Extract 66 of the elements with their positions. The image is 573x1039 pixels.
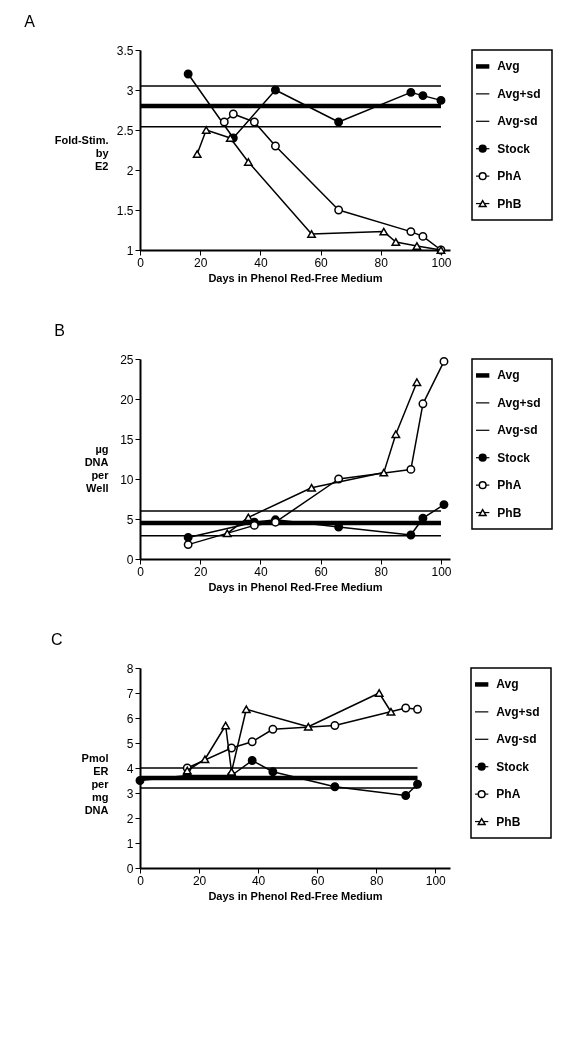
x-tick-label: 60	[314, 255, 329, 270]
legend-label: Avg	[496, 677, 519, 692]
x-tick-label: 40	[254, 255, 268, 270]
legend-label: PhB	[496, 814, 521, 829]
y-tick-label: 25	[120, 352, 134, 367]
y-tick-label: 5	[126, 512, 134, 527]
legend-label: PhA	[497, 478, 522, 493]
x-tick-label: 0	[137, 873, 145, 888]
y-tick-label: 3.5	[116, 43, 134, 58]
x-tick-label: 40	[254, 564, 268, 579]
y-tick-label: 7	[126, 686, 134, 701]
legend-label: Stock	[497, 141, 531, 156]
x-tick-label: 60	[314, 564, 329, 579]
x-tick-label: 80	[370, 873, 384, 888]
y-tick-label: 0	[126, 861, 134, 876]
legend-label: Stock	[497, 450, 531, 465]
x-tick-label: 80	[374, 564, 389, 579]
y-axis-title: µg DNA per Well	[84, 442, 110, 494]
x-tick-label: 40	[251, 873, 266, 888]
x-axis-title: Days in Phenol Red-Free Medium	[208, 580, 383, 593]
legend-label: PhB	[497, 505, 522, 520]
y-tick-label: 6	[126, 711, 134, 726]
chart-title: B	[54, 322, 65, 339]
x-tick-label: 20	[192, 873, 207, 888]
x-axis-title: Days in Phenol Red-Free Medium	[208, 271, 383, 284]
x-tick-label: 0	[137, 564, 145, 579]
legend-label: Avg	[497, 368, 520, 383]
legend-label: PhB	[497, 196, 522, 211]
y-axis-title: Fold-Stim. by E2	[54, 133, 110, 172]
x-tick-label: 80	[374, 255, 389, 270]
x-tick-label: 60	[310, 873, 325, 888]
legend-label: Avg+sd	[497, 395, 541, 410]
chart-title: A	[24, 13, 36, 30]
y-tick-label: 3	[126, 83, 134, 98]
legend-label: PhA	[496, 787, 521, 802]
legend-label: Stock	[496, 759, 530, 774]
legend-label: Avg+sd	[496, 704, 540, 719]
x-tick-label: 20	[194, 564, 208, 579]
x-axis-title: Days in Phenol Red-Free Medium	[208, 889, 383, 902]
y-tick-label: 2.5	[116, 123, 134, 138]
y-tick-label: 15	[120, 432, 134, 447]
legend-label: PhA	[497, 169, 522, 184]
y-tick-label: 5	[126, 736, 134, 751]
y-tick-label: 0	[126, 552, 134, 567]
x-tick-label: 20	[194, 255, 208, 270]
y-tick-label: 3	[126, 786, 134, 801]
y-tick-label: 1	[126, 836, 134, 851]
y-tick-label: 2	[126, 811, 134, 826]
y-axis-title: Pmol ER per mg DNA	[81, 751, 110, 816]
legend-label: Avg-sd	[497, 423, 538, 438]
y-tick-label: 20	[120, 392, 134, 407]
y-tick-label: 4	[126, 761, 134, 776]
legend-label: Avg-sd	[496, 732, 537, 747]
x-tick-label: 100	[431, 255, 452, 270]
y-tick-label: 10	[120, 472, 134, 487]
x-tick-label: 0	[137, 255, 145, 270]
chart-title: C	[51, 631, 63, 648]
y-tick-label: 1	[126, 243, 134, 258]
legend-label: Avg-sd	[497, 114, 538, 129]
legend-label: Avg+sd	[497, 86, 541, 101]
x-tick-label: 100	[425, 873, 447, 888]
y-tick-label: 2	[126, 163, 134, 178]
y-tick-label: 1.5	[116, 203, 134, 218]
legend-label: Avg	[497, 59, 520, 74]
y-tick-label: 8	[126, 661, 134, 676]
x-tick-label: 100	[431, 564, 452, 579]
